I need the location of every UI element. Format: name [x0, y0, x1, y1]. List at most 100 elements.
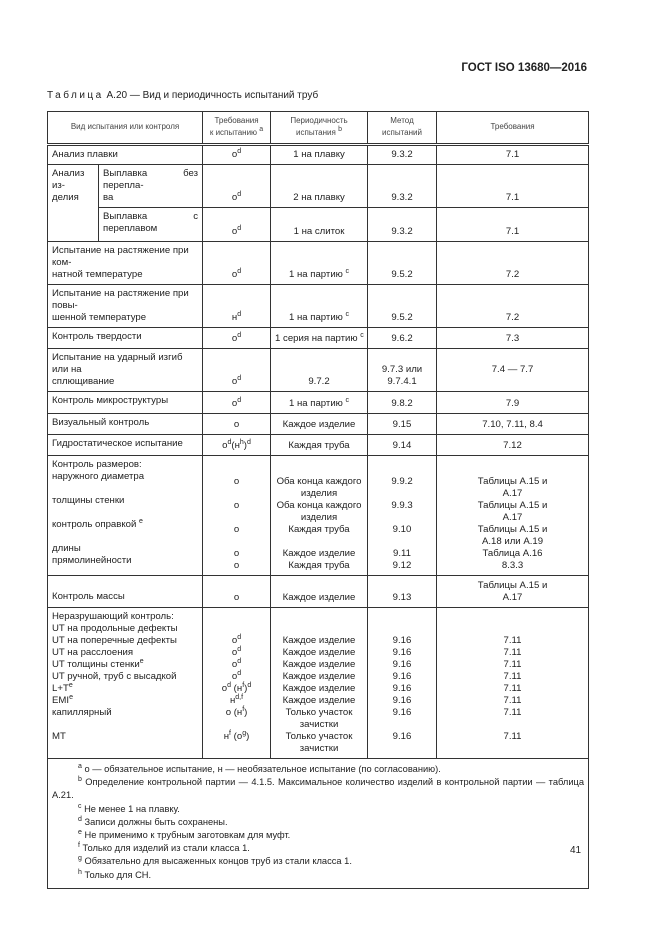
text: Периодичность	[290, 116, 348, 125]
frequency-cell: 1 серия на партию c	[270, 327, 369, 349]
cell-line: Требования	[207, 115, 266, 127]
cell-line: 9.16	[372, 695, 432, 707]
text: )	[243, 440, 247, 451]
requirements-ref-cell: 7.1	[436, 144, 590, 165]
cell-line: 7.1	[441, 192, 584, 204]
table-row: Испытание на ударный изгиб или на сплющив…	[46, 348, 590, 392]
cell-line	[207, 488, 266, 500]
cell-line: Только участок	[275, 707, 363, 719]
footnote-marker: c	[360, 332, 364, 339]
text: н	[231, 312, 238, 323]
text: Оба конца каждого	[276, 500, 362, 511]
text: Не применимо к трубным заготовкам для му…	[81, 830, 291, 841]
cell-line: о (нf)	[207, 706, 266, 719]
text: (н	[231, 683, 243, 694]
text: 9.13	[392, 592, 412, 603]
cell-line: прямолинейности	[52, 555, 198, 567]
cell-line: Гидростатическое испытание	[52, 438, 198, 450]
cell-line: 9.7.2	[275, 376, 363, 388]
text: Таблицы А.15 и	[477, 580, 548, 591]
text: Оба конца каждого	[276, 476, 362, 487]
requirements-ref-cell: Таблицы А.15 и А.17 Таблицы А.15 и А.17 Табл…	[436, 455, 590, 576]
cell-line	[441, 464, 584, 476]
text: Каждое изделие	[282, 548, 356, 559]
cell-line	[372, 743, 432, 755]
text: А.17	[502, 512, 523, 523]
method-cell: 9.8.2	[367, 391, 438, 414]
text: Каждое изделие	[282, 695, 356, 706]
cell-line: Таблицы А.15 и	[441, 580, 584, 592]
cell-line: 7.11	[441, 647, 584, 659]
footnote-marker: f	[242, 706, 245, 713]
cell-line: Таблицы А.15 и	[441, 476, 584, 488]
cell-line: 9.7.3 или	[372, 364, 432, 376]
cell-line: Только участок	[275, 731, 363, 743]
footnote-marker: d	[78, 815, 82, 823]
cell-line	[207, 743, 266, 755]
cell-line: UT на поперечные дефекты	[52, 635, 198, 647]
footnote-marker: e	[68, 682, 73, 689]
frequency-cell: Оба конца каждого изделия Оба конца каждог…	[270, 455, 369, 576]
cell-line: оd	[207, 634, 266, 647]
text: 7.11	[503, 707, 522, 718]
cell-line: Контроль размеров:	[52, 459, 198, 471]
cell-line	[52, 483, 198, 495]
frequency-cell: 1 на плавку	[270, 144, 369, 165]
text: Обязательно для высаженных концов труб и…	[81, 856, 352, 867]
text: 9.16	[392, 647, 412, 658]
cell-line: Каждое изделие	[275, 548, 363, 560]
table-caption-label: Таблица	[47, 90, 104, 101]
footnote-marker: f	[229, 730, 231, 737]
text: делия	[52, 192, 79, 203]
frequency-cell: 1 на партию c	[270, 284, 369, 328]
text: о	[231, 635, 238, 646]
cell-line: о	[207, 524, 266, 536]
cell-line: 1 на партию c	[275, 311, 363, 324]
text: Неразрушающий контроль:	[52, 611, 174, 622]
cell-line: 1 серия на партию c	[275, 332, 364, 345]
cell-line: Каждая труба	[275, 524, 363, 536]
cell-line: оd	[207, 191, 266, 204]
footnote-marker: d	[237, 375, 242, 382]
text: 9.16	[392, 695, 412, 706]
cell-line: Испытание на растяжение при ком-	[52, 245, 198, 269]
text: Только для СН.	[81, 869, 152, 880]
cell-line: оd	[207, 148, 266, 161]
text: о	[231, 269, 238, 280]
cell-line: зачистки	[275, 743, 363, 755]
text: 9.3.2	[391, 149, 413, 160]
table-row: Анализ плавки оd 1 на плавку 9.3.2 7.1	[46, 144, 590, 165]
table-row: Выплавка с переплавом оd 1 на слиток 9.3.2 7…	[48, 207, 590, 242]
text: о	[231, 671, 238, 682]
cell-line: оd(нh)d	[207, 439, 266, 452]
text: 7.10, 7.11, 8.4	[482, 419, 543, 430]
text: UT на продольные дефекты	[52, 623, 178, 634]
text: UT на расслоения	[52, 647, 134, 658]
cell-line: 1 на слиток	[275, 226, 363, 238]
text: о	[222, 440, 228, 451]
footnote-marker: d	[237, 311, 242, 318]
cell-line: Каждое изделие	[275, 635, 363, 647]
test-group-cell: Анализ из-делия	[47, 164, 99, 242]
requirement-cell: оd	[202, 241, 272, 285]
text: 9.16	[392, 635, 412, 646]
cell-line: нd,f	[207, 694, 266, 707]
frequency-cell: Каждое изделие	[270, 413, 369, 435]
text: 2 на плавку	[293, 192, 345, 203]
requirements-ref-cell: Таблицы А.15 и А.17	[436, 575, 590, 608]
cell-line: оd	[207, 225, 266, 238]
page-number: 41	[570, 845, 582, 856]
text: 7.11	[503, 731, 522, 742]
cell-line: Контроль массы	[52, 591, 198, 603]
text: (о	[230, 731, 243, 742]
cell-line: 9.5.2	[372, 269, 432, 281]
method-cell: 9.3.2	[367, 144, 438, 165]
cell-line	[207, 464, 266, 476]
method-cell: 9.15	[367, 413, 438, 435]
cell-line: толщины стенки	[52, 495, 198, 507]
cell-line: оd	[207, 268, 266, 281]
text: о (н	[225, 707, 243, 718]
text: о	[231, 192, 238, 203]
frequency-cell: 9.7.2	[270, 348, 369, 392]
cell-line	[275, 623, 363, 635]
